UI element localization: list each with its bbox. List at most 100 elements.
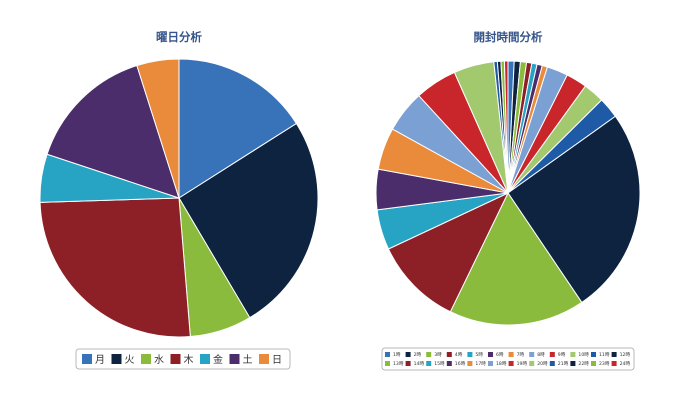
legend-label: 火 (125, 354, 135, 366)
legend-item[interactable]: 21時 (549, 361, 569, 367)
pie-slice[interactable] (39, 197, 191, 338)
legend-label: 12時 (620, 352, 631, 358)
legend-swatch (570, 352, 576, 357)
legend-swatch (591, 361, 596, 366)
legend-item[interactable]: 水 (141, 354, 164, 366)
legend-swatch (111, 354, 122, 364)
legend-swatch (405, 361, 411, 366)
pie-slice[interactable] (136, 58, 180, 199)
legend-label: 月 (95, 354, 105, 366)
legend-swatch (259, 354, 269, 364)
legend-swatch (549, 352, 555, 357)
legend-label: 18時 (496, 361, 507, 367)
legend-swatch (170, 354, 181, 364)
legend-item[interactable]: 土 (229, 353, 253, 366)
legend-label: 20時 (537, 361, 548, 367)
legend-swatch (385, 352, 390, 357)
legend-swatch (508, 361, 514, 366)
legend-swatch (82, 354, 92, 364)
legend-item[interactable]: 9時 (549, 352, 566, 358)
legend-item[interactable]: 金 (200, 353, 223, 366)
legend-swatch (229, 354, 240, 364)
legend-label: 日 (272, 355, 282, 366)
legend-item[interactable]: 日 (259, 354, 282, 366)
legend-item[interactable]: 月 (82, 354, 105, 366)
legend-item[interactable]: 10時 (570, 352, 589, 358)
legend-label: 17時 (475, 361, 486, 367)
legend-swatch (529, 352, 535, 357)
legend-item[interactable]: 15時 (426, 361, 445, 367)
legend-swatch (529, 361, 535, 366)
legend-label: 19時 (517, 361, 528, 367)
chart-title: 開封時間分析 (474, 30, 543, 44)
legend-item[interactable]: 17時 (467, 361, 486, 367)
legend-swatch (446, 352, 452, 357)
legend-swatch (426, 361, 432, 366)
legend-label: 4時 (455, 352, 463, 358)
legend-item[interactable]: 22時 (570, 361, 589, 367)
legend-item[interactable]: 11時 (591, 352, 610, 358)
legend-label: 2時 (414, 352, 422, 358)
legend: 1時 2時 3時 4時 5時 6時 7時 8時 9時 10時 11時 12時 13時 14時 15時 16時 1… (381, 347, 635, 371)
legend-item[interactable]: 18時 (488, 361, 507, 367)
legend-swatch (549, 361, 555, 366)
legend-item[interactable]: 24時 (611, 361, 631, 367)
legend-label: 8時 (537, 352, 545, 358)
legend-swatch (467, 361, 473, 366)
pie-slice[interactable] (507, 115, 641, 304)
legend-item[interactable]: 1時 (385, 352, 401, 358)
legend-label: 7時 (517, 352, 525, 358)
legend-label: 21時 (558, 361, 569, 367)
legend-swatch (426, 352, 432, 357)
legend-label: 1時 (393, 352, 401, 358)
legend-label: 24時 (620, 361, 631, 367)
legend-label: 10時 (578, 352, 589, 358)
legend-label: 土 (243, 353, 253, 366)
legend-item[interactable]: 12時 (611, 352, 631, 358)
legend-label: 15時 (434, 361, 445, 367)
pie-slice[interactable] (178, 122, 319, 319)
legend-label: 23時 (599, 361, 610, 367)
legend-label: 9時 (558, 352, 566, 358)
legend-label: 水 (154, 354, 164, 366)
legend-swatch (446, 361, 452, 366)
legend-swatch (200, 354, 210, 364)
legend-label: 14時 (414, 361, 425, 367)
legend-item[interactable]: 19時 (508, 361, 528, 367)
pie-slice[interactable] (178, 58, 298, 199)
legend-item[interactable]: 13時 (385, 361, 404, 367)
legend-item[interactable]: 20時 (529, 361, 548, 367)
pie-slice[interactable] (503, 60, 509, 194)
legend-item[interactable]: 8時 (529, 352, 545, 358)
legend-item[interactable]: 木 (170, 354, 194, 366)
legend-label: 6時 (496, 352, 504, 358)
legend-label: 22時 (578, 361, 589, 367)
legend-item[interactable]: 7時 (508, 352, 525, 358)
legend-item[interactable]: 5時 (467, 352, 483, 358)
legend-swatch (467, 352, 473, 357)
legend-item[interactable]: 3時 (426, 352, 442, 358)
legend-swatch (385, 361, 390, 366)
legend-label: 11時 (599, 352, 610, 358)
legend-item[interactable]: 16時 (446, 361, 466, 367)
legend-item[interactable]: 4時 (446, 352, 463, 358)
pie-slice[interactable] (449, 192, 583, 326)
legend-item[interactable]: 23時 (591, 361, 610, 367)
legend-item[interactable]: 火 (111, 354, 135, 366)
legend-label: 木 (184, 354, 194, 366)
legend-swatch (611, 361, 617, 366)
legend-swatch (611, 352, 617, 357)
pie-slice[interactable] (387, 191, 510, 313)
legend-swatch (570, 361, 576, 366)
legend-item[interactable]: 2時 (405, 352, 422, 358)
pie-slice[interactable] (46, 64, 180, 199)
legend-swatch (405, 352, 411, 357)
legend-swatch (591, 352, 596, 357)
legend-label: 13時 (393, 361, 404, 367)
legend-item[interactable]: 6時 (488, 352, 504, 358)
legend-item[interactable]: 14時 (405, 361, 425, 367)
legend-label: 5時 (475, 352, 483, 358)
